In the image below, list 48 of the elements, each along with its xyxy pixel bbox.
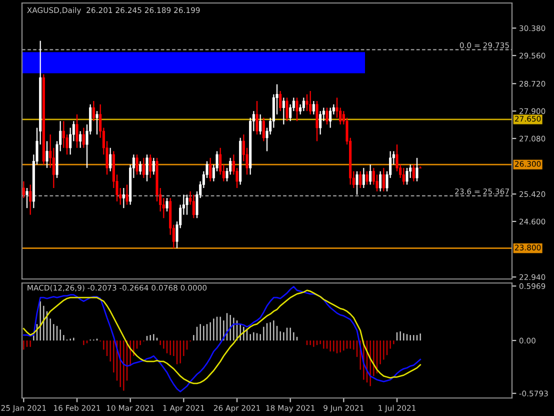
candlestick — [79, 130, 82, 148]
candlestick — [312, 100, 315, 115]
candlestick — [282, 97, 285, 125]
candlestick — [359, 170, 362, 189]
candlestick — [262, 117, 265, 142]
candlestick — [92, 100, 95, 122]
candlestick — [96, 110, 98, 136]
candlestick — [146, 154, 148, 182]
candlestick — [412, 164, 415, 182]
candlestick — [126, 184, 128, 206]
candlestick — [382, 167, 385, 192]
candlestick — [366, 170, 368, 186]
candlestick — [326, 107, 328, 125]
candlestick — [186, 194, 188, 216]
candlestick — [316, 100, 318, 142]
candlestick — [362, 167, 365, 189]
candlestick — [329, 107, 332, 128]
candlestick — [356, 170, 358, 196]
candlestick — [259, 114, 262, 136]
candlestick — [26, 187, 28, 209]
candlestick — [166, 197, 168, 212]
candlestick — [296, 97, 298, 122]
candlestick — [319, 110, 322, 136]
candlestick — [209, 157, 212, 182]
candlestick — [192, 194, 195, 219]
candlestick — [309, 90, 312, 115]
candlestick — [142, 157, 145, 179]
candlestick — [402, 167, 405, 186]
candlestick — [139, 160, 142, 176]
candlestick — [136, 154, 138, 176]
candlestick — [149, 154, 152, 179]
candlestick — [286, 97, 288, 122]
candlestick — [152, 157, 155, 176]
candlestick — [29, 184, 32, 216]
candlestick — [369, 164, 372, 186]
candlestick — [82, 127, 85, 148]
candlestick — [46, 140, 48, 168]
candlestick — [76, 114, 78, 148]
candlestick — [256, 100, 258, 136]
candlestick — [109, 147, 112, 172]
candlestick — [379, 170, 382, 192]
candlestick — [406, 167, 408, 186]
candlestick — [302, 97, 305, 112]
candlestick — [122, 187, 125, 209]
candlestick — [279, 90, 282, 112]
candlestick — [22, 180, 25, 199]
candlestick — [416, 157, 418, 182]
candlestick — [306, 94, 308, 112]
